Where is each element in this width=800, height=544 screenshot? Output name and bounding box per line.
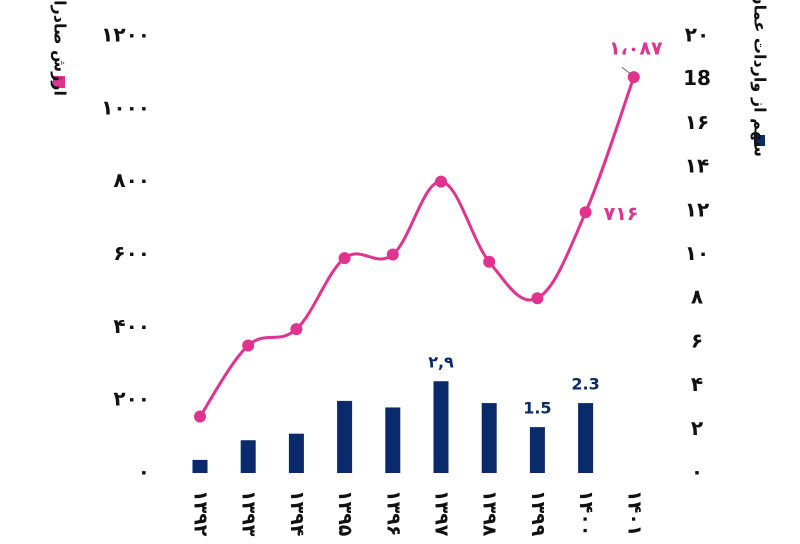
left-tick-label: ۱۲۰۰ — [101, 23, 150, 47]
line-series — [194, 71, 640, 423]
left-tick-label: ۱۰۰۰ — [101, 95, 150, 119]
x-tick-label: ۱۳۹۵ — [334, 490, 356, 537]
x-tick-label: ۱۳۹۲ — [190, 490, 212, 537]
right-tick-label: ۲ — [691, 416, 703, 440]
x-tick-label: ۱۳۹۳ — [238, 490, 260, 537]
data-label: 1.5 — [523, 399, 551, 418]
left-tick-label: ۸۰۰ — [113, 168, 150, 192]
line-point — [290, 323, 303, 336]
x-axis-ticks: ۱۳۹۲ ۱۳۹۳ ۱۳۹۴ ۱۳۹۵ ۱۳۹۶ ۱۳۹۷ ۱۳۹۸ ۱۳۹۹ ۱۴۰۰ ۱۴۰۱ — [190, 490, 646, 537]
data-label: 2.3 — [571, 375, 599, 394]
line-point — [483, 255, 496, 268]
bar — [578, 403, 594, 473]
line-point — [386, 248, 399, 261]
right-tick-label: ۲۰ — [685, 23, 709, 47]
right-tick-label: ۶ — [691, 328, 703, 352]
right-tick-label: ۴ — [691, 372, 703, 396]
annotation-leader — [621, 66, 632, 75]
left-axis-ticks: ۰ ۲۰۰ ۴۰۰ ۶۰۰ ۸۰۰ ۱۰۰۰ ۱۲۰۰ — [101, 23, 150, 484]
left-legend-marker — [53, 76, 65, 88]
bar — [481, 403, 497, 473]
line-point — [338, 252, 351, 265]
right-tick-label: ۸ — [691, 285, 703, 309]
x-tick-label: ۱۳۹۸ — [479, 490, 501, 537]
right-tick-label: ۱۶ — [685, 110, 709, 134]
right-legend-marker — [754, 135, 765, 146]
x-tick-label: ۱۴۰۰ — [575, 490, 597, 536]
line-point — [531, 292, 544, 305]
data-label: ۱،۰۸۷ — [609, 38, 663, 60]
line-point — [242, 339, 255, 352]
right-axis-ticks: ۰ ۲ ۴ ۶ ۸ ۱۰ ۱۲ ۱۴ ۱۶ 18 ۲۰ — [683, 23, 711, 484]
data-annotations: ۱،۰۸۷ ۷۱۶ ۲,۹ 1.5 2.3 — [428, 38, 663, 418]
bar — [192, 459, 208, 473]
line-path — [198, 76, 636, 418]
right-tick-label: ۰ — [691, 460, 703, 484]
left-tick-label: ۲۰۰ — [113, 387, 150, 411]
line-point — [194, 410, 206, 423]
bar — [433, 381, 449, 473]
data-label: ۲,۹ — [428, 353, 454, 372]
bar — [240, 440, 256, 473]
x-tick-label: ۱۳۹۶ — [382, 490, 404, 536]
right-axis-label: سهم از واردات عمان (درصد) — [751, 0, 770, 157]
right-tick-label: ۱۲ — [685, 197, 709, 221]
bar — [288, 433, 304, 473]
data-label: ۷۱۶ — [604, 203, 639, 225]
line-point — [579, 206, 592, 219]
left-axis-label: ارزش صادرات ایران به عمان (میلیون دلار) — [51, 0, 70, 96]
bar — [337, 400, 353, 473]
right-tick-label: ۱۰ — [685, 241, 709, 265]
x-tick-label: ۱۳۹۷ — [431, 490, 453, 537]
bar-series — [192, 381, 594, 473]
left-tick-label: ۴۰۰ — [113, 314, 150, 338]
left-tick-label: ۶۰۰ — [113, 241, 150, 265]
x-tick-label: ۱۳۹۹ — [527, 490, 549, 537]
x-tick-label: ۱۳۹۴ — [286, 490, 308, 536]
left-tick-label: ۰ — [138, 460, 150, 484]
x-tick-label: ۱۴۰۱ — [623, 490, 645, 536]
right-tick-label: ۱۴ — [685, 154, 709, 178]
right-tick-label: 18 — [683, 66, 711, 90]
bar — [529, 427, 545, 473]
line-point — [435, 175, 447, 188]
bar — [385, 407, 401, 473]
